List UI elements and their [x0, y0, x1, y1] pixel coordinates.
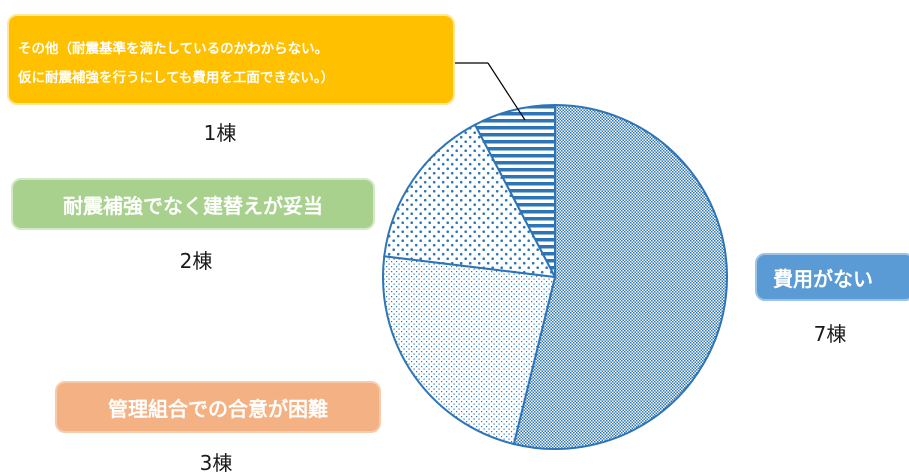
- value-label-other: 1棟: [203, 121, 237, 145]
- category-label-consensus: 管理組合での合意が困難: [55, 381, 381, 433]
- pie-slice-cost: [512, 103, 728, 450]
- pie-slice-consensus: [382, 255, 557, 446]
- value-label-rebuild: 2棟: [179, 249, 213, 273]
- category-label-other-line2: 仮に耐震補強を行うにしても費用を工面できない。）: [18, 70, 335, 86]
- category-label-rebuild: 耐震補強でなく建替えが妥当: [11, 178, 375, 230]
- value-label-consensus: 3棟: [199, 451, 233, 475]
- pie-slice-other: [473, 103, 556, 278]
- category-label-other-line1: その他（耐震基準を満たしているのかわからない。: [18, 41, 329, 57]
- value-label-cost: 7棟: [813, 322, 847, 346]
- pie-slice-rebuild: [383, 123, 557, 279]
- category-label-cost: 費用がない: [755, 253, 909, 301]
- leader-line: [487, 62, 526, 121]
- category-label-other: その他（耐震基準を満たしているのかわからない。 仮に耐震補強を行うにしても費用を…: [7, 14, 455, 105]
